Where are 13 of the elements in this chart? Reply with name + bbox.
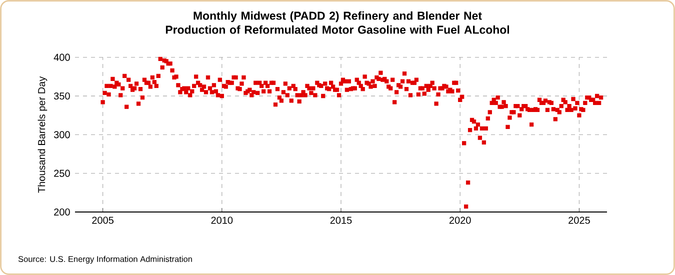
y-tick-label: 350 [54, 92, 70, 100]
y-tick-label: 300 [54, 131, 70, 138]
chart-title: Monthly Midwest (PADD 2) Refinery and Blender Net Production of Reformulated Motor Gasoline with Fuel ALcohol [166, 11, 510, 34]
y-tick-label: 400 [54, 54, 70, 61]
y-tick-label: 250 [54, 170, 70, 177]
x-tick-label: 2025 [568, 216, 590, 224]
x-tick-label: 2020 [449, 216, 471, 224]
y-tick-label: 200 [54, 208, 70, 216]
x-tick-label: 2015 [330, 216, 352, 224]
x-tick-label: 2010 [211, 216, 233, 224]
y-axis-title: Thousand Barrels per Day [38, 76, 48, 193]
source-note: Source: U.S. Energy Information Administration [18, 256, 192, 264]
x-tick-label: 2005 [92, 216, 114, 224]
